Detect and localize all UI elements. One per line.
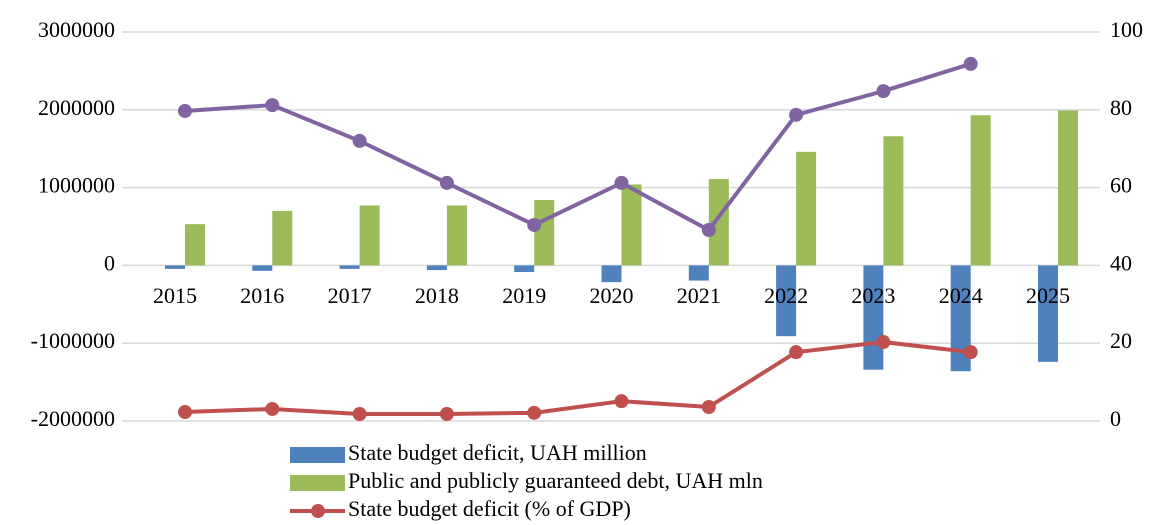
bar — [185, 224, 205, 266]
bar — [708, 179, 729, 266]
x-tick-label: 2016 — [240, 283, 284, 308]
marker — [527, 405, 542, 420]
bar — [446, 205, 467, 266]
legend-label: Public and publicly guaranteed debt, UAH… — [348, 468, 763, 493]
marker — [789, 107, 804, 122]
marker — [178, 103, 192, 118]
bar — [514, 265, 535, 273]
y2-tick-label: 40 — [1110, 250, 1132, 275]
legend-swatch — [311, 504, 325, 518]
marker — [439, 175, 454, 190]
bar — [883, 136, 904, 266]
y-tick-label: 3000000 — [38, 17, 115, 42]
bar — [950, 265, 971, 372]
y2-tick-label: 0 — [1110, 406, 1121, 431]
legend-swatch — [290, 447, 345, 463]
marker — [876, 84, 891, 99]
bar — [165, 265, 185, 269]
legend-label: State budget deficit (% of GDP) — [348, 496, 631, 521]
bar — [796, 151, 817, 266]
x-tick-label: 2022 — [764, 283, 808, 308]
marker — [963, 345, 978, 360]
x-tick-label: 2023 — [851, 283, 895, 308]
x-tick-label: 2015 — [153, 283, 197, 308]
x-tick-label: 2024 — [939, 283, 983, 308]
y-tick-label: -1000000 — [31, 328, 115, 353]
marker — [789, 345, 804, 360]
x-tick-label: 2017 — [328, 283, 372, 308]
x-tick-label: 2018 — [415, 283, 459, 308]
marker — [963, 56, 978, 71]
legend-label: State budget deficit, UAH million — [348, 440, 647, 465]
marker — [614, 175, 629, 190]
bar — [970, 115, 991, 266]
marker — [352, 406, 367, 421]
marker — [178, 405, 192, 420]
line — [184, 61, 972, 233]
marker — [701, 223, 716, 238]
marker — [614, 394, 629, 409]
bar — [534, 200, 555, 266]
bar — [601, 265, 622, 283]
bar — [776, 265, 797, 337]
y-tick-label: -2000000 — [31, 406, 115, 431]
x-tick-label: 2025 — [1026, 283, 1070, 308]
y-tick-label: 0 — [104, 250, 115, 275]
bar — [272, 210, 293, 266]
marker — [352, 133, 367, 148]
line — [184, 340, 971, 416]
bar — [688, 265, 709, 281]
marker — [701, 399, 716, 414]
marker — [265, 98, 280, 113]
bar — [1038, 265, 1058, 362]
bar — [621, 184, 642, 266]
marker — [265, 401, 280, 416]
x-tick-label: 2020 — [590, 283, 634, 308]
bar — [339, 265, 360, 269]
y-tick-label: 1000000 — [38, 173, 115, 198]
x-tick-label: 2021 — [677, 283, 721, 308]
marker — [876, 335, 891, 350]
marker — [439, 406, 454, 421]
bar — [863, 265, 884, 370]
bar — [1058, 110, 1078, 266]
y-tick-label: 2000000 — [38, 95, 115, 120]
bar — [359, 205, 380, 266]
bar — [426, 265, 447, 271]
legend-swatch — [290, 475, 345, 491]
x-tick-label: 2019 — [502, 283, 546, 308]
bar — [252, 265, 273, 271]
y2-tick-label: 80 — [1110, 95, 1132, 120]
y2-tick-label: 100 — [1110, 17, 1143, 42]
y2-tick-label: 60 — [1110, 173, 1132, 198]
marker — [527, 217, 542, 232]
y2-tick-label: 20 — [1110, 328, 1132, 353]
